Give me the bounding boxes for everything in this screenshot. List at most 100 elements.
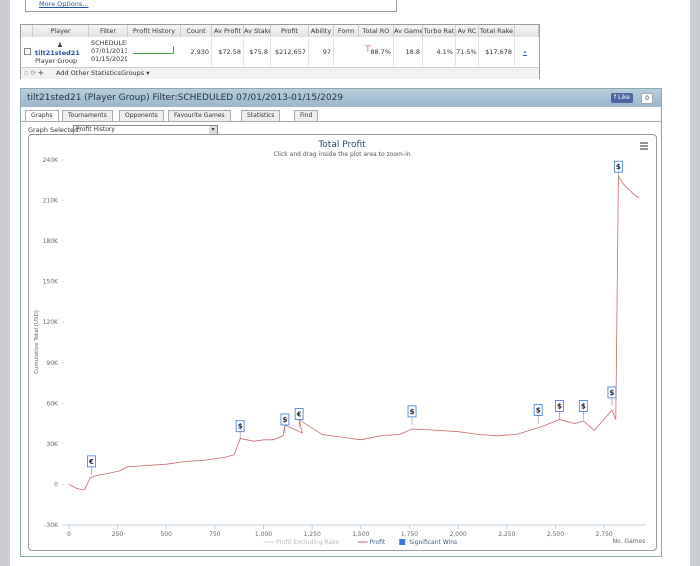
like-button[interactable]: f Like bbox=[611, 93, 633, 103]
groups-label: Groups bbox=[121, 69, 145, 77]
column-header[interactable]: Turbo Rat bbox=[423, 25, 456, 37]
flag-box bbox=[87, 455, 96, 468]
column-header[interactable]: Count bbox=[181, 25, 212, 37]
row-cell: 88.7% bbox=[359, 38, 394, 66]
tab[interactable]: Statistics bbox=[241, 110, 281, 121]
significant-win-flag: € bbox=[87, 455, 96, 475]
column-header[interactable]: Player bbox=[33, 25, 89, 37]
flag-label: $ bbox=[410, 408, 415, 416]
column-header[interactable]: Av Stake bbox=[244, 25, 271, 37]
flag-label: € bbox=[296, 411, 302, 419]
flag-box bbox=[613, 160, 623, 173]
y-axis-label: Cumulative Total (USD) bbox=[34, 310, 40, 374]
header-checkbox bbox=[21, 25, 33, 37]
y-tick-label: 60K bbox=[46, 400, 59, 407]
player-cell: ♟ tilt21sted21 Player Group bbox=[35, 41, 80, 65]
like-count: 0 bbox=[641, 93, 653, 104]
column-header[interactable]: Profit History bbox=[128, 25, 181, 37]
flag-label: $ bbox=[581, 402, 586, 410]
legend-label: Profit bbox=[370, 539, 386, 546]
column-header[interactable]: Profit bbox=[271, 25, 309, 37]
tab-line bbox=[21, 121, 661, 122]
flag-label: $ bbox=[282, 416, 287, 424]
x-tick-label: 500 bbox=[160, 531, 172, 538]
flag-box bbox=[407, 405, 417, 418]
flag-label: $ bbox=[536, 407, 541, 415]
row-cell: 2,930 bbox=[181, 38, 212, 66]
x-tick-label: 2,500 bbox=[547, 531, 564, 538]
column-header[interactable]: Total Rake bbox=[479, 25, 515, 37]
like-text: Like bbox=[618, 94, 630, 101]
row-cell: $72.58 bbox=[212, 38, 244, 66]
column-header[interactable]: Av Profit bbox=[212, 25, 244, 37]
panel-title: tilt21sted21 (Player Group) Filter:SCHED… bbox=[27, 93, 344, 103]
add-stats[interactable]: Add Other Statistics bbox=[56, 69, 121, 77]
legend-symbol bbox=[399, 539, 406, 545]
y-tick-label: 90K bbox=[46, 360, 59, 367]
chart-box: Total Profit Click and drag inside the pl… bbox=[28, 134, 657, 551]
menu-icon bbox=[640, 142, 648, 150]
x-tick-label: 1,750 bbox=[401, 531, 418, 538]
form-icon: ⊤ bbox=[364, 45, 372, 55]
y-tick-label: 30K bbox=[46, 441, 59, 448]
significant-win-flag: $ bbox=[554, 400, 564, 420]
row-cell: $75.8 bbox=[244, 38, 271, 66]
column-header[interactable]: Av Game bbox=[394, 25, 423, 37]
tab[interactable]: Opponents bbox=[119, 110, 164, 121]
graph-select-label: Graph Selected: bbox=[28, 126, 81, 134]
chart-subtitle: Click and drag inside the plot area to z… bbox=[273, 151, 410, 158]
y-tick-label: 240K bbox=[43, 157, 59, 164]
flag-box bbox=[578, 400, 588, 412]
column-header[interactable]: Filter bbox=[89, 25, 128, 37]
significant-win-flag: $ bbox=[607, 386, 617, 406]
row-cell: 18.8 bbox=[394, 38, 423, 66]
column-header[interactable]: Form bbox=[334, 25, 359, 37]
row-checkbox[interactable] bbox=[24, 48, 31, 55]
more-options-link[interactable]: More Options... bbox=[39, 0, 89, 8]
x-axis-label: No. Games bbox=[613, 538, 646, 545]
column-header[interactable]: Av RC bbox=[456, 25, 479, 37]
flag-label: $ bbox=[616, 163, 621, 171]
select-arrow: ▾ bbox=[209, 126, 217, 134]
significant-win-flag: $ bbox=[280, 413, 290, 433]
flag-box bbox=[607, 386, 617, 399]
y-tick-label: 210K bbox=[43, 198, 59, 205]
filter-line: 07/01/2013 bbox=[91, 47, 127, 55]
flag-box bbox=[294, 408, 304, 420]
row-cell: 4.1% bbox=[423, 38, 456, 66]
flag-label: € bbox=[88, 458, 94, 466]
significant-win-flag: $ bbox=[407, 405, 417, 425]
player-type: Player Group bbox=[35, 57, 78, 65]
y-tick-label: 150K bbox=[43, 279, 59, 286]
x-tick-label: 2,250 bbox=[498, 531, 515, 538]
graph-option: Profit History bbox=[76, 126, 115, 133]
tab[interactable]: Favourite Games bbox=[168, 110, 231, 121]
flag-label: $ bbox=[557, 402, 562, 410]
tab[interactable]: Graphs bbox=[25, 110, 59, 121]
significant-win-flag: $ bbox=[578, 400, 588, 420]
row-cell: $212,657 bbox=[271, 38, 309, 66]
filter-line: 01/15/2029 bbox=[91, 55, 127, 63]
column-header[interactable]: Total RO bbox=[359, 25, 394, 37]
flag-box bbox=[280, 413, 290, 426]
x-tick-label: 1,500 bbox=[352, 531, 369, 538]
row-cell: 71.5% bbox=[456, 38, 479, 66]
player-name[interactable]: tilt21sted21 bbox=[35, 49, 80, 57]
player-panel: tilt21sted21 (Player Group) Filter:SCHED… bbox=[20, 88, 662, 557]
header-end bbox=[515, 25, 539, 37]
column-header[interactable]: Ability bbox=[309, 25, 334, 37]
table-footer: ▫ ⟳ ✚ Add Other Statistics Groups ▾ bbox=[21, 67, 539, 79]
flag-box bbox=[533, 404, 543, 416]
tab[interactable]: Tournaments bbox=[62, 110, 113, 121]
row-link[interactable]: » bbox=[523, 48, 527, 56]
row-cell: 97 bbox=[309, 38, 334, 66]
significant-win-flag: $ bbox=[533, 404, 543, 424]
tab[interactable]: Find bbox=[294, 110, 319, 121]
groups-menu[interactable]: Groups ▾ bbox=[121, 69, 150, 77]
flag-box bbox=[235, 420, 245, 433]
row-cell: $17,678 bbox=[479, 38, 515, 66]
legend-label: Significant Wins bbox=[409, 539, 457, 546]
